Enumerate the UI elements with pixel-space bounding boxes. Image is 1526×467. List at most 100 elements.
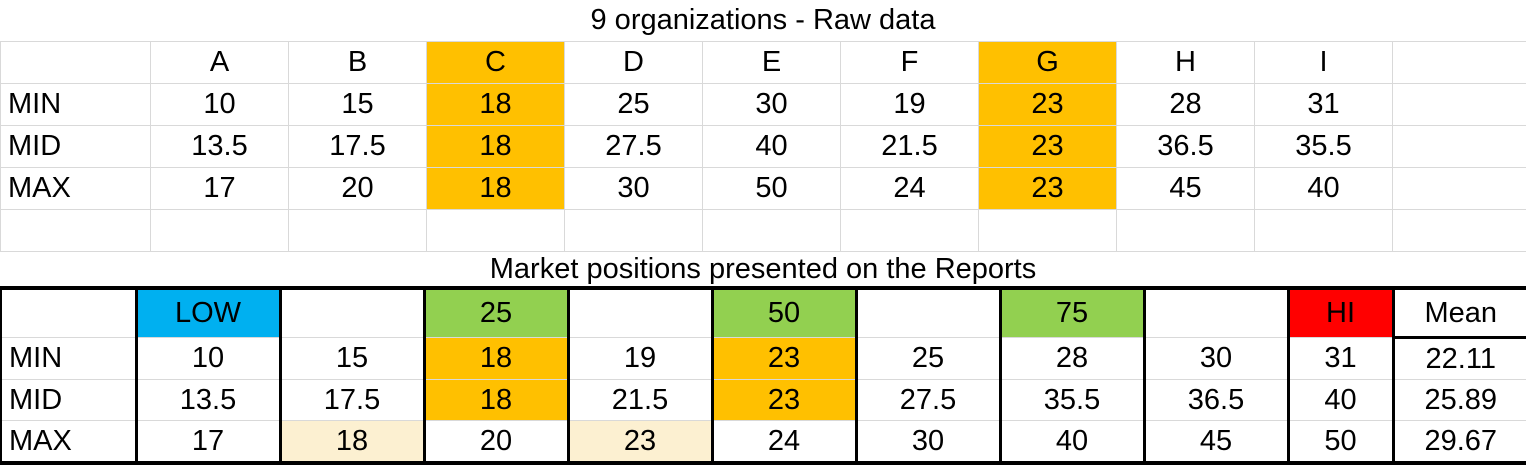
mean-cell[interactable]: 22.11 (1393, 337, 1526, 380)
cell[interactable]: 17 (150, 167, 289, 210)
cell[interactable]: 17 (136, 420, 282, 464)
cell[interactable]: 28 (1116, 83, 1255, 126)
cell[interactable]: 36.5 (1116, 125, 1255, 168)
cell[interactable]: 15 (288, 83, 427, 126)
row-label[interactable]: MID (1, 379, 138, 421)
cell[interactable]: 40 (1000, 420, 1146, 464)
cell[interactable]: 27.5 (564, 125, 703, 168)
empty-cell[interactable] (1392, 83, 1526, 126)
empty-cell[interactable] (150, 209, 289, 252)
cell[interactable]: 23 (978, 125, 1117, 168)
cell[interactable]: 31 (1254, 83, 1393, 126)
cell[interactable]: 23 (568, 420, 714, 464)
cell[interactable]: 13.5 (150, 125, 289, 168)
empty-cell[interactable] (564, 209, 703, 252)
column-header[interactable]: H (1116, 41, 1255, 84)
empty-cell[interactable] (1254, 209, 1393, 252)
column-header-low[interactable]: LOW (136, 288, 282, 338)
column-header[interactable]: G (978, 41, 1117, 84)
cell[interactable]: 19 (840, 83, 979, 126)
cell[interactable]: 35.5 (1254, 125, 1393, 168)
empty-cell[interactable] (1392, 209, 1526, 252)
empty-cell[interactable] (1144, 288, 1290, 338)
column-header[interactable]: F (840, 41, 979, 84)
cell[interactable]: 17.5 (280, 379, 426, 421)
column-header[interactable]: D (564, 41, 703, 84)
row-label[interactable]: MID (0, 125, 151, 168)
cell[interactable]: 21.5 (840, 125, 979, 168)
cell[interactable]: 35.5 (1000, 379, 1146, 421)
mean-cell[interactable]: 25.89 (1393, 379, 1526, 421)
empty-cell[interactable] (702, 209, 841, 252)
empty-cell[interactable] (568, 288, 714, 338)
cell[interactable]: 28 (1000, 337, 1146, 380)
cell[interactable]: 30 (702, 83, 841, 126)
cell[interactable]: 30 (856, 420, 1002, 464)
cell[interactable]: 31 (1288, 337, 1395, 380)
cell[interactable]: 13.5 (136, 379, 282, 421)
cell[interactable]: 15 (280, 337, 426, 380)
column-header[interactable]: C (426, 41, 565, 84)
cell[interactable]: 20 (288, 167, 427, 210)
column-header-25[interactable]: 25 (424, 288, 570, 338)
cell[interactable]: 24 (712, 420, 858, 464)
cell[interactable]: 36.5 (1144, 379, 1290, 421)
cell[interactable]: 18 (424, 379, 570, 421)
empty-cell[interactable] (288, 209, 427, 252)
cell[interactable]: 45 (1144, 420, 1290, 464)
empty-cell[interactable] (1392, 167, 1526, 210)
report-table: LOW 25 50 75 HI Mean MIN 10 15 18 19 23 … (0, 286, 1526, 465)
empty-cell[interactable] (426, 209, 565, 252)
cell[interactable]: 18 (426, 83, 565, 126)
cell[interactable]: 40 (702, 125, 841, 168)
column-header-75[interactable]: 75 (1000, 288, 1146, 338)
cell[interactable]: 25 (856, 337, 1002, 380)
column-header[interactable]: E (702, 41, 841, 84)
row-label[interactable]: MAX (0, 167, 151, 210)
empty-cell[interactable] (0, 209, 151, 252)
cell[interactable]: 18 (280, 420, 426, 464)
cell[interactable]: 19 (568, 337, 714, 380)
cell[interactable]: 10 (136, 337, 282, 380)
empty-cell[interactable] (1116, 209, 1255, 252)
column-header[interactable]: B (288, 41, 427, 84)
cell[interactable]: 23 (712, 337, 858, 380)
row-label[interactable]: MIN (1, 337, 138, 380)
column-header[interactable]: I (1254, 41, 1393, 84)
cell[interactable]: 40 (1288, 379, 1395, 421)
cell[interactable]: 30 (564, 167, 703, 210)
column-header-mean[interactable]: Mean (1393, 288, 1526, 339)
empty-cell[interactable] (840, 209, 979, 252)
cell[interactable]: 20 (424, 420, 570, 464)
empty-cell[interactable] (0, 41, 151, 84)
cell[interactable]: 23 (978, 167, 1117, 210)
cell[interactable]: 18 (426, 167, 565, 210)
cell[interactable]: 40 (1254, 167, 1393, 210)
cell[interactable]: 18 (426, 125, 565, 168)
cell[interactable]: 23 (978, 83, 1117, 126)
empty-cell[interactable] (280, 288, 426, 338)
cell[interactable]: 50 (702, 167, 841, 210)
cell[interactable]: 17.5 (288, 125, 427, 168)
cell[interactable]: 27.5 (856, 379, 1002, 421)
mean-cell[interactable]: 29.67 (1393, 420, 1526, 464)
empty-cell[interactable] (1392, 41, 1526, 84)
cell[interactable]: 50 (1288, 420, 1395, 464)
cell[interactable]: 30 (1144, 337, 1290, 380)
column-header-50[interactable]: 50 (712, 288, 858, 338)
empty-cell[interactable] (856, 288, 1002, 338)
cell[interactable]: 23 (712, 379, 858, 421)
column-header[interactable]: A (150, 41, 289, 84)
empty-cell[interactable] (1392, 125, 1526, 168)
cell[interactable]: 21.5 (568, 379, 714, 421)
cell[interactable]: 24 (840, 167, 979, 210)
cell[interactable]: 18 (424, 337, 570, 380)
cell[interactable]: 10 (150, 83, 289, 126)
cell[interactable]: 45 (1116, 167, 1255, 210)
empty-cell[interactable] (1, 288, 138, 338)
row-label[interactable]: MAX (1, 420, 138, 464)
cell[interactable]: 25 (564, 83, 703, 126)
empty-cell[interactable] (978, 209, 1117, 252)
row-label[interactable]: MIN (0, 83, 151, 126)
column-header-hi[interactable]: HI (1288, 288, 1395, 338)
